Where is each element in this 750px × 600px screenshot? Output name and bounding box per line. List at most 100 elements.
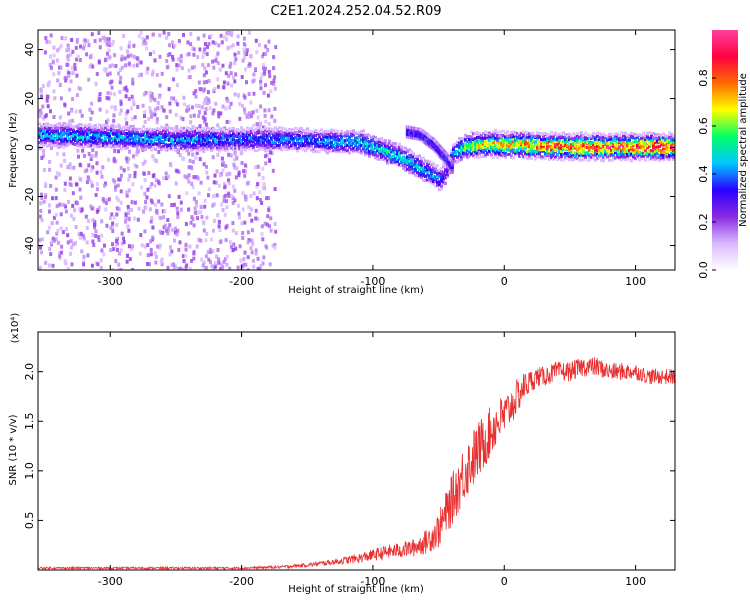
heatmap-cell — [261, 166, 265, 171]
heatmap-cell — [90, 143, 93, 147]
heatmap-cell — [120, 57, 124, 62]
heatmap-cell — [82, 126, 85, 130]
heatmap-cell — [606, 155, 609, 159]
heatmap-cell — [262, 143, 265, 147]
heatmap-cell — [428, 174, 431, 177]
heatmap-cell — [438, 188, 441, 192]
heatmap-cell — [84, 123, 87, 127]
heatmap-cell — [269, 228, 273, 233]
heatmap-cell — [48, 139, 51, 143]
heatmap-cell — [294, 146, 297, 150]
heatmap-cell — [46, 144, 49, 148]
heatmap-cell — [212, 139, 215, 143]
heatmap-cell — [56, 78, 60, 83]
heatmap-cell — [488, 143, 491, 146]
heatmap-cell — [652, 149, 655, 153]
heatmap-cell — [80, 138, 83, 142]
heatmap-cell — [502, 129, 505, 133]
heatmap-cell — [40, 250, 43, 255]
heatmap-cell — [59, 212, 63, 217]
heatmap-cell — [498, 141, 501, 145]
heatmap-cell — [254, 142, 257, 146]
heatmap-cell — [207, 100, 211, 105]
heatmap-cell — [88, 123, 91, 126]
heatmap-cell — [191, 184, 195, 189]
heatmap-cell — [170, 127, 173, 131]
heatmap-cell — [520, 149, 523, 153]
heatmap-cell — [166, 226, 170, 231]
heatmap-cell — [364, 150, 367, 154]
heatmap-cell — [434, 170, 437, 174]
heatmap-cell — [88, 64, 92, 69]
heatmap-cell — [64, 142, 67, 146]
heatmap-cell — [106, 136, 109, 139]
heatmap-cell — [80, 135, 83, 139]
heatmap-cell — [224, 142, 227, 146]
heatmap-cell — [462, 144, 465, 148]
heatmap-cell — [284, 141, 287, 145]
heatmap-cell — [270, 151, 274, 156]
heatmap-cell — [122, 144, 125, 148]
heatmap-cell — [544, 140, 547, 143]
heatmap-cell — [378, 143, 381, 147]
heatmap-cell — [582, 158, 585, 162]
heatmap-cell — [312, 135, 315, 139]
heatmap-cell — [192, 130, 195, 134]
heatmap-cell — [80, 129, 83, 133]
heatmap-cell — [175, 102, 179, 107]
heatmap-cell — [93, 225, 96, 230]
heatmap-cell — [254, 216, 258, 221]
heatmap-cell — [196, 136, 199, 139]
heatmap-cell — [398, 157, 401, 161]
heatmap-cell — [390, 148, 393, 152]
heatmap-cell — [538, 140, 541, 143]
heatmap-cell — [310, 132, 313, 136]
heatmap-cell — [300, 136, 303, 140]
heatmap-cell — [510, 130, 513, 134]
heatmap-cell — [42, 136, 45, 140]
heatmap-cell — [103, 243, 106, 248]
heatmap-cell — [248, 127, 251, 131]
heatmap-cell — [91, 165, 95, 170]
heatmap-cell — [662, 153, 665, 157]
heatmap-cell — [160, 105, 164, 110]
heatmap-cell — [130, 141, 133, 145]
heatmap-cell — [552, 157, 555, 161]
heatmap-cell — [148, 145, 151, 149]
heatmap-cell — [536, 133, 539, 137]
heatmap-cell — [259, 104, 263, 109]
heatmap-cell — [408, 153, 411, 157]
heatmap-cell — [42, 124, 45, 128]
heatmap-cell — [111, 242, 114, 247]
heatmap-cell — [127, 156, 131, 161]
heatmap-cell — [96, 182, 100, 186]
heatmap-cell — [86, 144, 89, 148]
heatmap-cell — [624, 155, 627, 159]
heatmap-cell — [528, 156, 531, 160]
heatmap-cell — [456, 141, 459, 144]
snr-y-axis: 0.51.01.52.0 — [23, 363, 675, 529]
heatmap-cell — [111, 39, 115, 44]
heatmap-cell — [500, 137, 503, 141]
heatmap-cell — [87, 77, 91, 82]
heatmap-cell — [81, 148, 85, 153]
heatmap-cell — [374, 137, 377, 141]
heatmap-cell — [184, 128, 187, 132]
heatmap-cell — [186, 129, 189, 133]
heatmap-cell — [258, 142, 261, 146]
heatmap-cell — [596, 156, 599, 160]
heatmap-cell — [332, 149, 335, 152]
heatmap-cell — [156, 133, 159, 137]
heatmap-cell — [176, 228, 180, 233]
heatmap-cell — [550, 155, 553, 159]
heatmap-cell — [102, 128, 105, 132]
heatmap-cell — [344, 131, 347, 135]
heatmap-cell — [428, 167, 431, 171]
heatmap-cell — [302, 137, 305, 141]
heatmap-cell — [238, 140, 241, 144]
heatmap-cell — [220, 145, 223, 149]
heatmap-cell — [302, 142, 305, 146]
heatmap-cell — [273, 187, 277, 192]
heatmap-cell — [112, 143, 115, 147]
heatmap-cell — [88, 139, 91, 143]
